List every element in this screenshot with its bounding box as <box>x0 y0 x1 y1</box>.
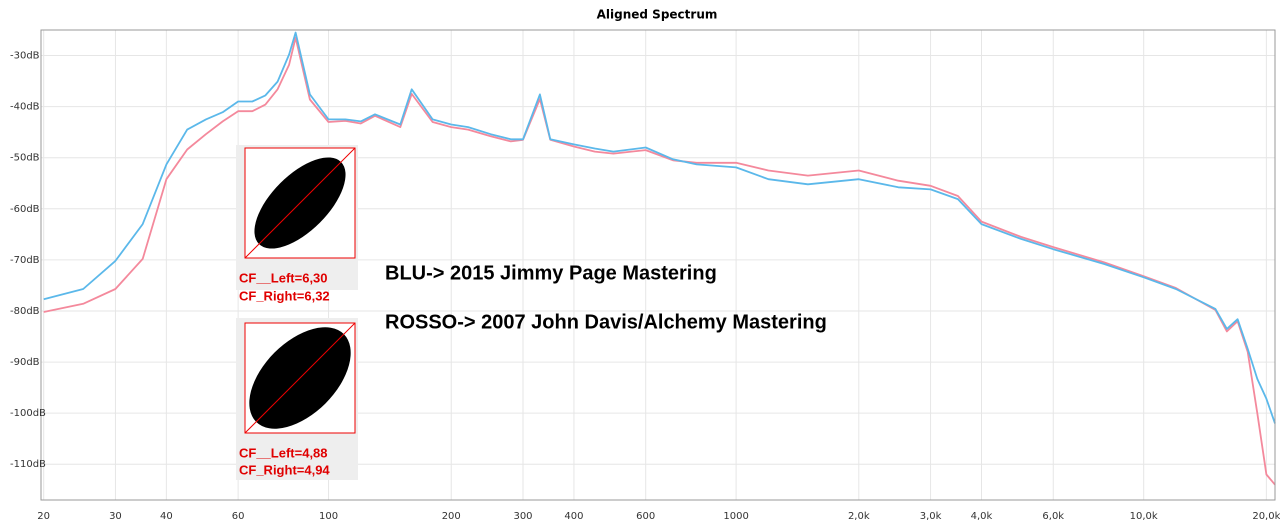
x-tick-label: 40 <box>160 511 173 522</box>
diagonal <box>244 147 356 259</box>
x-tick-label: 400 <box>564 511 583 522</box>
annotation: ROSSO-> 2007 John Davis/Alchemy Masterin… <box>385 311 827 333</box>
x-tick-label: 200 <box>442 511 461 522</box>
annotation: BLU-> 2015 Jimmy Page Mastering <box>385 262 717 284</box>
x-tick-label: 6,0k <box>1042 511 1064 522</box>
x-tick-label: 30 <box>109 511 122 522</box>
inset-text: CF_Right=6,32 <box>239 288 330 303</box>
x-tick-label: 100 <box>319 511 338 522</box>
y-tick-label: -110dB <box>10 459 46 470</box>
inset-2: CF__Left=4,88 CF_Right=4,94 <box>236 318 358 480</box>
inset-1: CF__Left=6,30 CF_Right=6,32 <box>236 145 358 303</box>
x-tick-label: 2,0k <box>848 511 870 522</box>
x-tick-label: 1000 <box>723 511 748 522</box>
y-tick-label: -60dB <box>10 204 40 215</box>
y-tick-label: -50dB <box>10 153 40 164</box>
chart-title: Aligned Spectrum <box>597 8 718 22</box>
x-tick-label: 3,0k <box>920 511 942 522</box>
x-tick-label: 600 <box>636 511 655 522</box>
y-tick-label: -80dB <box>10 306 40 317</box>
x-tick-label: 60 <box>232 511 245 522</box>
diagonal <box>244 322 356 434</box>
plot-frame <box>40 29 1276 501</box>
x-tick-label: 20,0k <box>1252 511 1280 522</box>
y-tick-label: -30dB <box>10 51 40 62</box>
y-tick-label: -90dB <box>10 357 40 368</box>
plot-lines <box>43 31 1276 486</box>
x-tick-label: 20 <box>37 511 50 522</box>
x-tick-label: 300 <box>513 511 532 522</box>
inset-text: CF_Right=4,94 <box>239 462 330 477</box>
series-line <box>43 31 1276 424</box>
x-tick-label: 4,0k <box>971 511 993 522</box>
inset-text: CF__Left=4,88 <box>239 445 328 460</box>
y-tick-label: -100dB <box>10 408 46 419</box>
y-tick-label: -70dB <box>10 255 40 266</box>
series-line <box>43 36 1276 486</box>
y-tick-label: -40dB <box>10 102 40 113</box>
x-tick-label: 10,0k <box>1130 511 1158 522</box>
inset-text: CF__Left=6,30 <box>239 270 328 285</box>
